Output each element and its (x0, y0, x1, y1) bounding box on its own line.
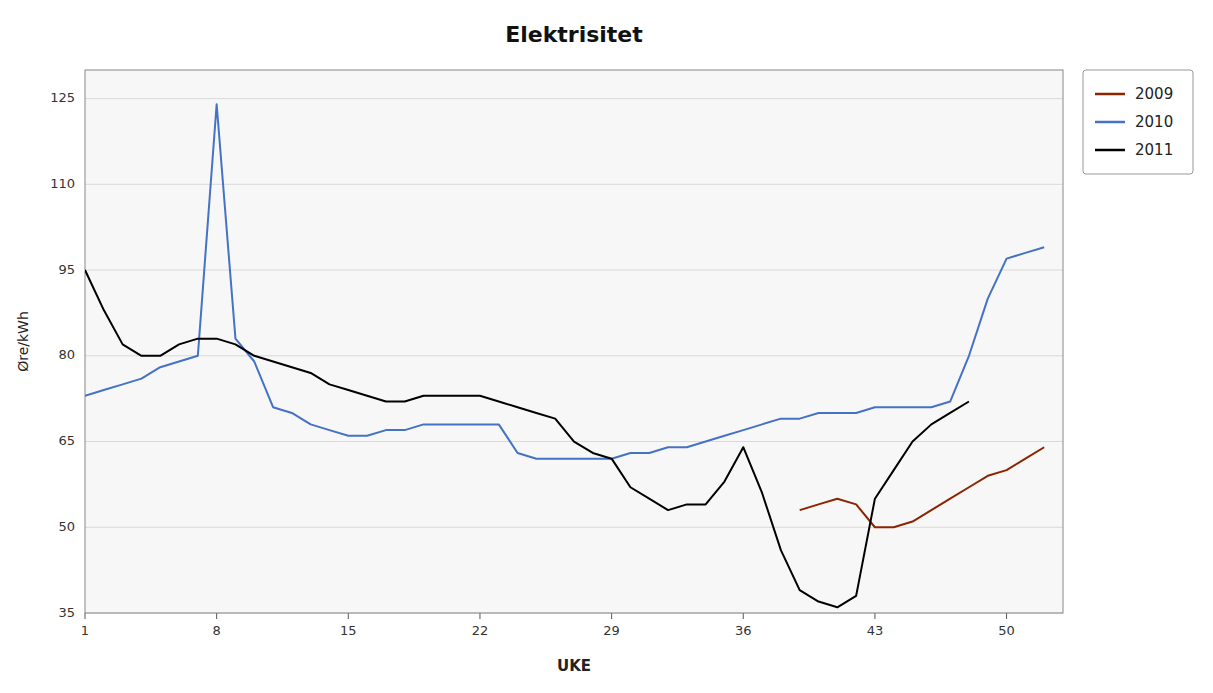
x-tick (216, 613, 217, 619)
x-tick-label: 1 (81, 623, 89, 638)
x-tick-label: 22 (472, 623, 489, 638)
x-tick-label: 29 (603, 623, 620, 638)
chart: 3550658095110125181522293643502009201020… (0, 0, 1213, 693)
y-grid-line (85, 98, 1063, 99)
y-axis-label: Øre/kWh (15, 311, 31, 372)
plot-background (85, 70, 1063, 613)
legend-swatch (1095, 149, 1125, 152)
legend-swatch (1095, 121, 1125, 124)
legend-swatch (1095, 93, 1125, 96)
series-group (85, 104, 1044, 607)
legend-label: 2010 (1135, 113, 1173, 131)
y-tick-label: 35 (58, 605, 75, 620)
y-axis: 35 50 65 80 95 110 125 (50, 90, 1063, 619)
x-tick-label: 8 (213, 623, 221, 638)
x-tick-label: 43 (867, 623, 884, 638)
y-tick-label: 95 (58, 262, 75, 277)
x-tick (743, 613, 744, 619)
x-tick-label: 15 (340, 623, 357, 638)
series-line (800, 447, 1044, 527)
x-tick (1006, 613, 1007, 619)
x-tick (85, 613, 86, 619)
x-tick (348, 613, 349, 619)
y-grid-line (85, 270, 1063, 271)
y-tick-label: 80 (58, 347, 75, 362)
legend-label: 2009 (1135, 85, 1173, 103)
series-line (85, 270, 969, 607)
y-grid-line (85, 355, 1063, 356)
x-tick-label: 36 (735, 623, 752, 638)
legend-box (1083, 70, 1193, 174)
x-axis: 1 8 15 22 29 36 43 50 (81, 613, 1015, 638)
x-tick-label: 50 (998, 623, 1015, 638)
x-tick (874, 613, 875, 619)
y-tick-label: 110 (50, 176, 75, 191)
x-tick (479, 613, 480, 619)
title: Elektrisitet (505, 22, 643, 47)
x-tick (611, 613, 612, 619)
y-grid-line (85, 184, 1063, 185)
y-tick-label: 65 (58, 433, 75, 448)
plot-frame (85, 70, 1063, 613)
x-axis-label: UKE (557, 657, 591, 675)
y-tick-label: 50 (58, 519, 75, 534)
series-line (85, 104, 1044, 458)
legend: 2009 2010 2011 (1083, 70, 1193, 174)
legend-label: 2011 (1135, 141, 1173, 159)
y-grid-line (85, 527, 1063, 528)
y-tick-label: 125 (50, 90, 75, 105)
